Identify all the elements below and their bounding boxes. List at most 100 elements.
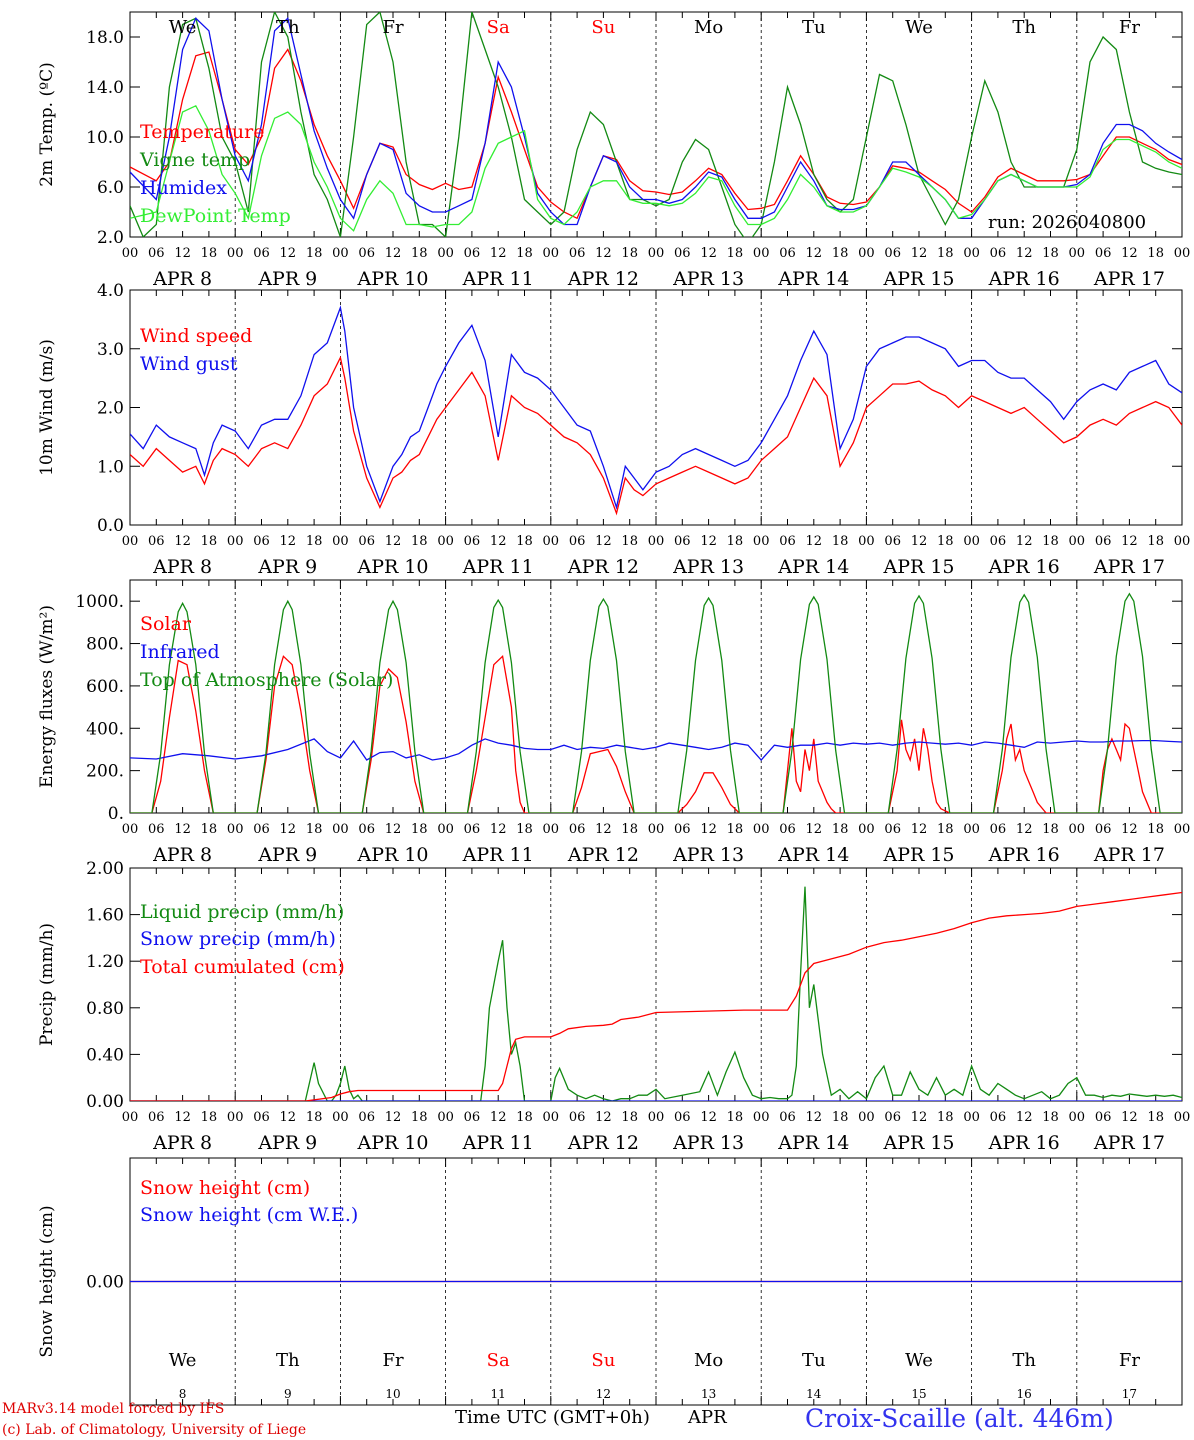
weekday-label-bottom: Tu (802, 1350, 826, 1371)
hour-tick-label: 12 (1016, 246, 1033, 261)
hour-tick-label: 18 (516, 1110, 533, 1125)
lab-credit: (c) Lab. of Climatology, University of L… (2, 1422, 306, 1438)
y-tick-label: 2.0 (97, 228, 124, 248)
hour-tick-label: 12 (174, 246, 191, 261)
hour-tick-label: 00 (1174, 534, 1191, 549)
y-tick-label: 1000. (75, 592, 124, 612)
model-credit: MARv3.14 model forced by IFS (2, 1401, 224, 1417)
hour-tick-label: 12 (385, 534, 402, 549)
hour-tick-label: 12 (385, 1110, 402, 1125)
date-label: APR 15 (882, 844, 954, 866)
series-line-solar (130, 654, 1182, 813)
date-label: APR 9 (257, 844, 317, 866)
weekday-label-bottom: Fr (1119, 1350, 1140, 1371)
hour-tick-label: 00 (122, 822, 139, 837)
hour-tick-label: 12 (806, 246, 823, 261)
weekday-label-top: We (905, 17, 933, 38)
day-number-label: 8 (179, 1387, 187, 1401)
hour-tick-label: 12 (490, 1110, 507, 1125)
hour-tick-label: 12 (911, 1110, 928, 1125)
hour-tick-label: 06 (569, 1110, 586, 1125)
hour-tick-label: 12 (806, 822, 823, 837)
day-number-label: 12 (596, 1387, 611, 1401)
hour-tick-label: 12 (806, 534, 823, 549)
date-label: APR 9 (257, 556, 317, 578)
hour-tick-label: 06 (779, 246, 796, 261)
hour-tick-label: 00 (963, 822, 980, 837)
hour-tick-label: 06 (990, 822, 1007, 837)
hour-tick-label: 18 (832, 1110, 849, 1125)
date-label: APR 13 (672, 1132, 744, 1154)
hour-tick-label: 18 (937, 822, 954, 837)
legend-entry: Snow precip (mm/h) (140, 928, 336, 950)
hour-tick-label: 06 (990, 534, 1007, 549)
hour-tick-label: 06 (674, 534, 691, 549)
weekday-label-bottom: We (169, 1350, 197, 1371)
hour-tick-label: 06 (569, 534, 586, 549)
weekday-label-bottom: Fr (382, 1350, 403, 1371)
y-axis-label: 10m Wind (m/s) (37, 339, 57, 476)
hour-tick-label: 06 (148, 246, 165, 261)
hour-tick-label: 18 (306, 534, 323, 549)
hour-tick-label: 06 (990, 1110, 1007, 1125)
day-number-label: 16 (1017, 1387, 1032, 1401)
hour-tick-label: 00 (648, 1110, 665, 1125)
y-tick-label: 2.00 (86, 859, 124, 879)
weekday-label-bottom: Th (1012, 1350, 1036, 1371)
hour-tick-label: 00 (753, 534, 770, 549)
hour-tick-label: 00 (858, 822, 875, 837)
hour-tick-label: 06 (148, 534, 165, 549)
hour-tick-label: 18 (1147, 534, 1164, 549)
series-line-top-of-atmosphere-solar- (130, 592, 1182, 813)
legend-entry: Solar (140, 613, 192, 635)
date-label: APR 12 (567, 556, 639, 578)
hour-tick-label: 00 (122, 1110, 139, 1125)
hour-tick-label: 06 (569, 246, 586, 261)
hour-tick-label: 06 (464, 822, 481, 837)
series-line-wind-speed (130, 355, 1182, 516)
hour-tick-label: 18 (621, 822, 638, 837)
hour-tick-label: 06 (464, 534, 481, 549)
y-tick-label: 1.20 (86, 952, 124, 972)
hour-tick-label: 00 (437, 534, 454, 549)
hour-tick-label: 12 (595, 1110, 612, 1125)
y-tick-label: 2.0 (97, 399, 124, 419)
y-tick-label: 0.00 (86, 1092, 124, 1112)
hour-tick-label: 18 (727, 1110, 744, 1125)
hour-tick-label: 18 (411, 246, 428, 261)
y-tick-label: 6.0 (97, 178, 124, 198)
hour-tick-label: 12 (174, 534, 191, 549)
hour-tick-label: 00 (1069, 1110, 1086, 1125)
date-label: APR 11 (462, 844, 534, 866)
hour-tick-label: 06 (358, 822, 375, 837)
hour-tick-label: 18 (621, 534, 638, 549)
date-label: APR 16 (988, 556, 1060, 578)
y-tick-label: 10.0 (86, 128, 124, 148)
hour-tick-label: 06 (464, 246, 481, 261)
hour-tick-label: 18 (832, 822, 849, 837)
date-label: APR 8 (152, 844, 212, 866)
date-label: APR 17 (1093, 844, 1165, 866)
hour-tick-label: 18 (727, 822, 744, 837)
hour-tick-label: 06 (358, 534, 375, 549)
hour-tick-label: 06 (1095, 246, 1112, 261)
hour-tick-label: 00 (753, 1110, 770, 1125)
hour-tick-label: 00 (648, 822, 665, 837)
hour-tick-label: 18 (1042, 822, 1059, 837)
hour-tick-label: 18 (411, 1110, 428, 1125)
date-label: APR 14 (777, 844, 849, 866)
date-label: APR 17 (1093, 1132, 1165, 1154)
hour-tick-label: 00 (332, 1110, 349, 1125)
hour-tick-label: 06 (884, 1110, 901, 1125)
hour-tick-label: 12 (911, 822, 928, 837)
hour-tick-label: 00 (227, 534, 244, 549)
hour-tick-label: 12 (385, 246, 402, 261)
hour-tick-label: 18 (937, 534, 954, 549)
hour-tick-label: 12 (490, 246, 507, 261)
date-label: APR 8 (152, 268, 212, 290)
legend-entry: Wind gust (140, 353, 238, 375)
date-label: APR 15 (882, 268, 954, 290)
y-tick-label: 3.0 (97, 340, 124, 360)
hour-tick-label: 12 (1016, 822, 1033, 837)
